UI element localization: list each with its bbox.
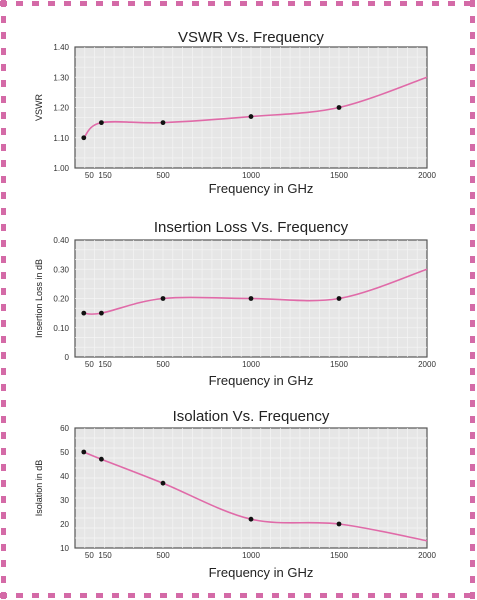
vswr-y-tick-label: 1.30: [53, 73, 69, 82]
insertion-loss-data-point: [81, 310, 87, 316]
vswr-y-tick-label: 1.10: [53, 134, 69, 143]
isolation-chart-title: Isolation Vs. Frequency: [173, 408, 330, 425]
isolation-y-tick-label: 30: [60, 496, 69, 505]
vswr-y-tick-label: 1.40: [53, 43, 69, 52]
isolation-y-tick-label: 60: [60, 424, 69, 433]
isolation-data-point: [81, 449, 87, 455]
insertion-loss-data-point: [160, 296, 166, 301]
insertion-loss-y-tick-label: 0.40: [53, 236, 69, 245]
isolation-x-tick-label: 2000: [418, 551, 436, 560]
border-bottom: [0, 593, 477, 598]
isolation-data-point: [336, 521, 342, 527]
isolation-x-tick-label: 50: [85, 551, 94, 560]
vswr-y-tick-label: 1.20: [53, 104, 69, 113]
vswr-x-tick-label: 1000: [242, 171, 260, 180]
isolation-x-tick-label: 500: [156, 551, 170, 560]
insertion-loss-data-point: [99, 310, 104, 316]
insertion-loss-x-axis-title: Frequency in GHz: [209, 373, 314, 388]
isolation-x-tick-label: 1500: [330, 551, 348, 560]
isolation-data-point: [248, 516, 254, 522]
vswr-data-point: [81, 135, 87, 141]
insertion-loss-chart-title: Insertion Loss Vs. Frequency: [154, 219, 349, 236]
vswr-data-point: [248, 114, 254, 119]
insertion-loss-x-tick-label: 500: [156, 360, 170, 369]
vswr-y-axis-title: VSWR: [34, 93, 44, 121]
isolation-y-tick-label: 20: [60, 520, 69, 529]
border-left: [1, 0, 6, 600]
vswr-x-tick-label: 2000: [418, 171, 436, 180]
isolation-data-point: [160, 480, 166, 486]
insertion-loss-y-tick-label: 0: [65, 353, 70, 362]
insertion-loss-y-tick-label: 0.20: [53, 295, 69, 304]
insertion-loss-x-tick-label: 50: [85, 360, 94, 369]
isolation-y-axis-title: Isolation in dB: [34, 460, 44, 517]
isolation-data-point: [99, 456, 104, 462]
insertion-loss-data-point: [336, 296, 342, 301]
vswr-x-tick-label: 1500: [330, 171, 348, 180]
vswr-x-tick-label: 50: [85, 171, 94, 180]
insertion-loss-y-axis-title: Insertion Loss in dB: [34, 259, 44, 338]
vswr-x-tick-label: 500: [156, 171, 170, 180]
insertion-loss-x-tick-label: 150: [98, 360, 112, 369]
insertion-loss-y-tick-label: 0.10: [53, 324, 69, 333]
insertion-loss-x-tick-label: 1000: [242, 360, 260, 369]
isolation-x-tick-label: 150: [98, 551, 112, 560]
isolation-y-tick-label: 40: [60, 472, 69, 481]
vswr-y-tick-label: 1.00: [53, 164, 69, 173]
border-right: [470, 0, 475, 600]
vswr-data-point: [160, 120, 166, 126]
insertion-loss-x-tick-label: 1500: [330, 360, 348, 369]
vswr-data-point: [336, 105, 342, 110]
insertion-loss-x-tick-label: 2000: [418, 360, 436, 369]
vswr-x-axis-title: Frequency in GHz: [209, 181, 314, 196]
vswr-chart-title: VSWR Vs. Frequency: [178, 29, 324, 46]
border-top: [0, 1, 477, 6]
isolation-y-tick-label: 10: [60, 544, 69, 553]
isolation-x-tick-label: 1000: [242, 551, 260, 560]
isolation-y-tick-label: 50: [60, 448, 69, 457]
vswr-data-point: [99, 120, 104, 126]
insertion-loss-y-tick-label: 0.30: [53, 265, 69, 274]
insertion-loss-data-point: [248, 296, 254, 301]
vswr-x-tick-label: 150: [98, 171, 112, 180]
isolation-x-axis-title: Frequency in GHz: [209, 565, 314, 580]
